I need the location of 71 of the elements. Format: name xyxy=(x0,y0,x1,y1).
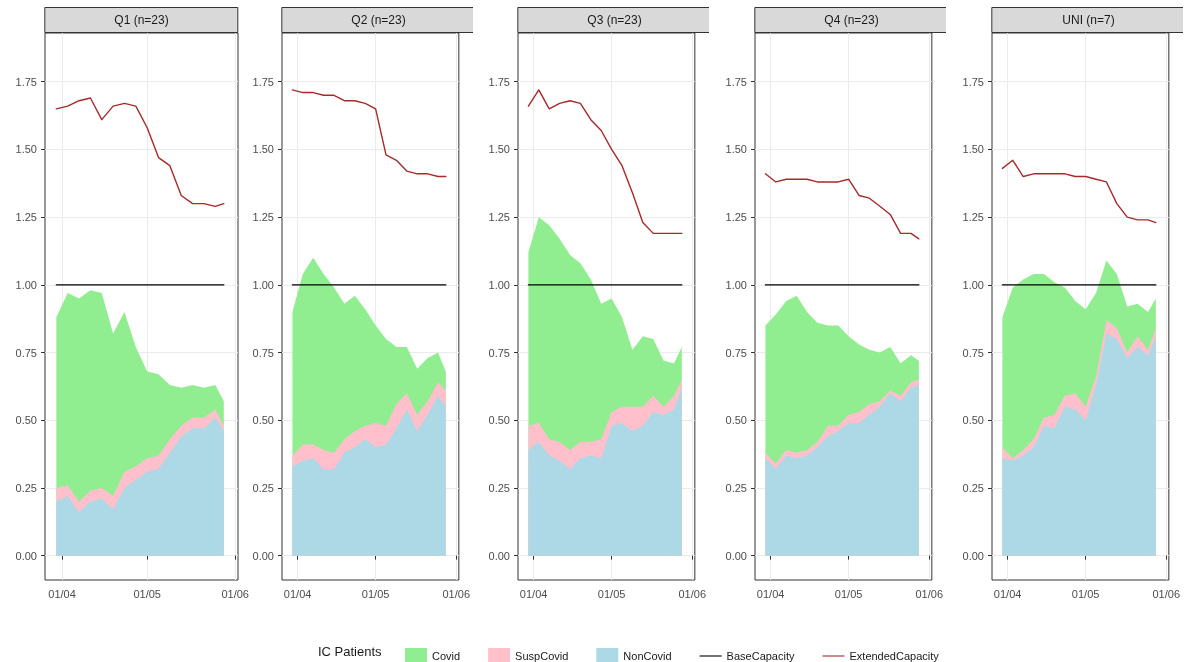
y-tick-label: 0.25 xyxy=(15,481,37,494)
legend-label: Covid xyxy=(432,650,461,662)
y-tick-label: 1.75 xyxy=(15,75,37,88)
line-series xyxy=(527,89,683,235)
y-tick-label: 1.25 xyxy=(15,211,37,224)
x-tick-label: 01/06 xyxy=(678,587,706,600)
x-tick-label: 01/06 xyxy=(442,587,470,600)
y-tick-label: 1.25 xyxy=(252,211,274,224)
legend-label: BaseCapacity xyxy=(726,650,795,662)
y-tick-label: 1.25 xyxy=(725,211,747,224)
y-tick-label: 0.75 xyxy=(962,346,984,359)
x-tick-label: 01/04 xyxy=(756,587,785,600)
y-tick-label: 1.75 xyxy=(962,75,984,88)
line-series xyxy=(291,89,447,178)
legend-label: SuspCovid xyxy=(515,650,569,662)
y-tick-label: 0.25 xyxy=(252,481,274,494)
legend-label: ExtendedCapacity xyxy=(849,650,940,662)
y-tick-label: 1.00 xyxy=(962,278,984,291)
y-tick-label: 1.25 xyxy=(488,211,510,224)
x-tick-label: 01/04 xyxy=(48,587,76,600)
y-tick-label: 1.00 xyxy=(15,278,37,291)
y-tick-label: 1.75 xyxy=(725,75,747,88)
y-tick-label: 1.50 xyxy=(962,143,984,156)
y-tick-label: 1.00 xyxy=(252,278,274,291)
y-tick-label: 0.75 xyxy=(252,346,274,359)
legend-label: NonCovid xyxy=(623,650,672,662)
y-tick-label: 1.75 xyxy=(488,75,510,88)
y-tick-label: 0.50 xyxy=(725,414,747,427)
y-tick-label: 1.25 xyxy=(962,211,984,224)
line-series xyxy=(55,97,225,208)
y-tick-label: 1.75 xyxy=(252,75,274,88)
y-tick-label: 1.00 xyxy=(725,278,747,291)
x-tick-label: 01/06 xyxy=(915,587,943,600)
y-tick-label: 1.50 xyxy=(725,143,747,156)
y-tick-label: 1.00 xyxy=(488,278,510,291)
x-tick-label: 01/05 xyxy=(361,587,390,600)
y-tick-label: 0.00 xyxy=(725,549,747,562)
line-series xyxy=(764,173,920,240)
chart-title: Q3 (n=23) xyxy=(587,13,642,27)
y-tick-label: 0.00 xyxy=(488,549,510,562)
y-tick-label: 0.75 xyxy=(725,346,747,359)
y-tick-label: 1.50 xyxy=(15,143,37,156)
y-tick-label: 1.50 xyxy=(252,143,274,156)
x-tick-label: 01/06 xyxy=(1152,587,1180,600)
y-tick-label: 0.50 xyxy=(15,414,37,427)
x-tick-label: 01/04 xyxy=(283,587,312,600)
x-tick-label: 01/05 xyxy=(597,587,626,600)
y-tick-label: 0.25 xyxy=(725,481,747,494)
y-tick-label: 0.00 xyxy=(962,549,984,562)
y-tick-label: 0.00 xyxy=(252,549,274,562)
x-tick-label: 01/05 xyxy=(1071,587,1100,600)
y-tick-label: 0.75 xyxy=(488,346,510,359)
x-tick-label: 01/04 xyxy=(993,587,1022,600)
chart-title: UNI (n=7) xyxy=(1062,13,1115,27)
chart-title: Q4 (n=23) xyxy=(824,13,879,27)
chart-title: Q1 (n=23) xyxy=(114,13,169,27)
line-series xyxy=(1001,159,1157,224)
y-tick-label: 0.50 xyxy=(252,414,274,427)
legend-title: IC Patients xyxy=(318,643,383,659)
y-tick-label: 0.25 xyxy=(962,481,984,494)
x-tick-label: 01/04 xyxy=(519,587,548,600)
x-tick-label: 01/05 xyxy=(133,587,161,600)
chart-title: Q2 (n=23) xyxy=(351,13,406,27)
y-tick-label: 0.50 xyxy=(488,414,510,427)
y-tick-label: 0.75 xyxy=(15,346,37,359)
x-tick-label: 01/05 xyxy=(834,587,863,600)
y-tick-label: 0.25 xyxy=(488,481,510,494)
y-tick-label: 0.00 xyxy=(15,549,37,562)
x-tick-label: 01/06 xyxy=(221,587,249,600)
y-tick-label: 0.50 xyxy=(962,414,984,427)
y-tick-label: 1.50 xyxy=(488,143,510,156)
